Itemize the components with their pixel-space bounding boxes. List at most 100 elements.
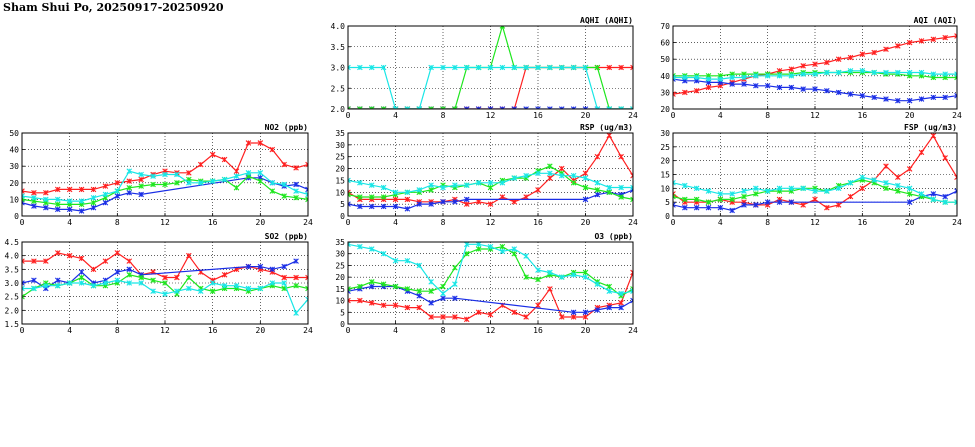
y-tick-label: 20 (335, 165, 345, 174)
so2-data-point-cyan (162, 291, 168, 297)
aqi-data-point-blue (918, 96, 925, 102)
y-tick-label: 40 (660, 72, 670, 81)
aqi-data-point-red (942, 34, 948, 41)
o3-data-point-red (487, 311, 494, 318)
so2-data-point-red (281, 274, 287, 281)
no2-data-point-red (233, 168, 240, 174)
x-tick-label: 0 (346, 111, 351, 120)
so2-data-point-green (150, 277, 156, 284)
no2-data-point-cyan (43, 196, 49, 203)
fsp-data-point-cyan (800, 185, 806, 192)
rsp-data-point-blue (452, 198, 458, 205)
so2-data-point-blue (22, 280, 25, 286)
y-tick-label: 10 (660, 184, 670, 193)
no2-data-point-cyan (114, 188, 121, 194)
aqi-data-point-cyan (693, 74, 700, 81)
o3-data-point-cyan (404, 257, 411, 264)
so2-data-point-cyan (78, 280, 85, 286)
fsp-data-point-cyan (906, 185, 913, 192)
aqhi-data-point-blue (570, 106, 577, 109)
o3-data-point-red (618, 300, 624, 306)
rsp-data-point-cyan (582, 175, 589, 181)
y-tick-label: 20 (335, 273, 345, 282)
aqi-data-point-cyan (753, 73, 759, 79)
so2-data-point-cyan (114, 277, 121, 284)
aqi-data-point-blue (812, 86, 818, 92)
no2-chart-title: NO2 (ppb) (265, 123, 308, 132)
no2-plot-frame (21, 132, 309, 217)
so2-data-point-blue (281, 263, 287, 270)
o3-series-line-blue (348, 285, 633, 313)
rsp-data-point-cyan (511, 175, 518, 181)
o3-data-point-red (558, 314, 565, 320)
o3-data-point-cyan (582, 274, 589, 280)
no2-data-point-red (197, 161, 204, 168)
x-tick-label: 4 (393, 218, 398, 227)
fsp-data-point-cyan (918, 191, 925, 197)
no2-data-point-green (269, 188, 276, 194)
o3-data-point-green (440, 283, 446, 290)
no2-data-point-red (293, 165, 299, 171)
o3-data-point-cyan (558, 274, 565, 280)
aqi-data-point-cyan (930, 71, 937, 77)
no2-data-point-cyan (54, 196, 61, 203)
aqhi-chart-title: AQHI (AQHI) (580, 16, 633, 25)
o3-data-point-red (582, 314, 589, 320)
o3-data-point-cyan (475, 242, 482, 248)
x-tick-label: 8 (441, 218, 446, 227)
aqi-data-point-cyan (673, 74, 676, 81)
o3-data-point-cyan (547, 269, 553, 276)
fsp-data-point-green (895, 188, 901, 194)
x-tick-label: 8 (441, 326, 446, 335)
no2-data-point-red (257, 140, 264, 146)
o3-data-point-green (511, 250, 518, 257)
so2-data-point-red (22, 258, 25, 264)
so2-data-point-cyan (22, 285, 25, 292)
aqi-data-point-red (871, 49, 877, 56)
rsp-data-point-blue (416, 201, 423, 207)
fsp-data-point-cyan (812, 188, 818, 194)
aqi-data-point-red (824, 59, 830, 66)
rsp-data-point-red (392, 196, 399, 203)
so2-data-point-red (221, 272, 228, 278)
fsp-data-point-red (847, 193, 854, 200)
aqhi-data-point-blue (547, 106, 553, 109)
rsp-data-point-cyan (570, 172, 577, 179)
rsp-data-point-red (547, 175, 553, 181)
so2-data-point-cyan (269, 280, 276, 286)
so2-data-point-cyan (174, 288, 180, 294)
y-tick-label: 10 (9, 195, 19, 204)
x-tick-label: 0 (671, 111, 676, 120)
so2-data-point-green (22, 293, 25, 300)
aqhi-data-point-cyan (594, 106, 601, 109)
aqhi-data-point-cyan (348, 64, 351, 71)
o3-data-point-red (440, 314, 446, 320)
rsp-data-point-red (642, 180, 647, 185)
no2-panel: 0 4 8 12 16 20 24 0 10 20 30 40 50 NO2 (ppb) (9, 123, 313, 227)
no2-data-point-blue (90, 204, 97, 211)
x-tick-label: 20 (256, 218, 266, 227)
x-tick-label: 4 (67, 326, 72, 335)
x-tick-label: 12 (810, 218, 820, 227)
rsp-series-line-blue (348, 189, 633, 210)
fsp-data-point-red (906, 166, 913, 172)
fsp-data-point-cyan (847, 180, 854, 186)
no2-data-point-green (138, 183, 144, 189)
x-tick-label: 4 (67, 218, 72, 227)
aqi-data-point-blue (800, 86, 806, 92)
y-tick-label: 30 (9, 162, 19, 171)
o3-data-point-cyan (392, 257, 399, 264)
o3-data-point-green (582, 269, 589, 276)
rsp-data-point-red (654, 178, 659, 183)
no2-series-group (22, 140, 308, 214)
o3-data-point-red (475, 309, 482, 316)
so2-data-point-red (78, 255, 85, 262)
no2-data-point-green (90, 199, 97, 206)
so2-data-point-cyan (66, 280, 73, 286)
o3-data-point-green (357, 283, 363, 290)
y-tick-label: 0 (340, 212, 345, 221)
rsp-data-point-cyan (487, 180, 494, 186)
rsp-data-point-green (368, 194, 375, 200)
aqi-data-point-red (693, 87, 700, 94)
